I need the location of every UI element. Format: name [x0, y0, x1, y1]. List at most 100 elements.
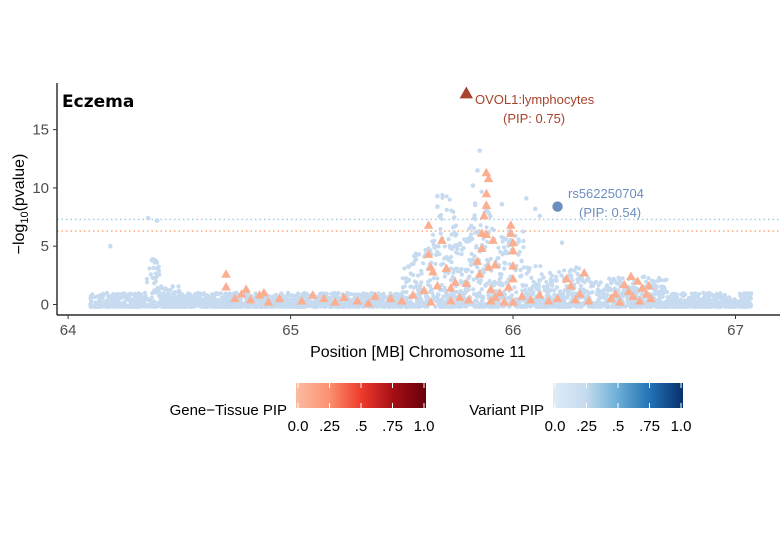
gene-tissue-point	[637, 283, 647, 292]
variant-point	[134, 303, 139, 309]
variant-point	[256, 302, 261, 307]
variant-point	[526, 269, 531, 274]
variant-point	[111, 293, 116, 298]
variant-point	[472, 292, 477, 297]
variant-point	[483, 282, 488, 287]
legend-tick-label: .25	[319, 418, 340, 435]
variant-point	[335, 296, 340, 301]
variant-point	[271, 294, 276, 299]
variant-point	[502, 266, 507, 271]
variant-point	[479, 189, 484, 194]
variant-point	[216, 304, 221, 309]
variant-point	[435, 204, 440, 209]
variant-point	[495, 256, 500, 261]
variant-point	[153, 271, 158, 276]
variant-point	[603, 287, 608, 292]
gene-tissue-point	[486, 296, 496, 305]
variant-point	[738, 299, 744, 304]
variant-point	[225, 292, 230, 297]
gene-tissue-point	[606, 293, 616, 303]
variant-point	[95, 304, 100, 309]
variant-point	[394, 291, 399, 296]
variant-point	[565, 295, 570, 300]
y-axis-title-suffix: (pvalue)	[11, 154, 28, 212]
variant-point	[544, 294, 549, 299]
variant-point	[416, 288, 421, 293]
gene-tissue-point	[481, 167, 492, 177]
gene-tissue-point	[425, 297, 436, 306]
variant-point	[215, 297, 220, 302]
variant-point	[449, 290, 454, 295]
variant-point	[440, 195, 445, 200]
variant-point	[119, 295, 124, 300]
variant-point	[607, 276, 612, 281]
variant-point	[220, 301, 225, 306]
variant-point	[714, 296, 719, 301]
variant-point	[620, 276, 625, 281]
variant-point	[631, 285, 636, 290]
variant-point	[431, 276, 436, 281]
variant-point	[408, 284, 413, 289]
variant-point	[416, 303, 421, 308]
variant-point	[376, 291, 381, 296]
gene-tissue-point	[308, 290, 318, 299]
variant-point	[530, 284, 536, 289]
variant-point	[656, 293, 662, 298]
gene-tissue-point	[419, 285, 429, 295]
variant-point	[578, 283, 584, 288]
variant-point	[738, 304, 744, 309]
variant-point	[605, 304, 610, 309]
variant-point	[689, 291, 695, 296]
variant-point	[208, 301, 213, 306]
gene-tissue-point	[506, 220, 516, 229]
gene-tissue-point	[454, 292, 465, 302]
variant-point	[465, 267, 470, 272]
gene-tissue-point	[499, 297, 509, 306]
gene-tissue-point	[450, 277, 460, 286]
variant-point	[611, 276, 616, 281]
gene-tissue-point	[263, 297, 274, 306]
variant-point	[316, 299, 321, 304]
variant-point	[180, 302, 186, 307]
gene-tissue-point	[259, 287, 269, 297]
variant-point	[598, 304, 603, 309]
variant-point	[491, 283, 496, 288]
variant-point	[471, 226, 476, 231]
y-axis-title: −log10(pvalue)	[11, 154, 31, 255]
x-tick-label: 65	[282, 322, 299, 339]
variant-point	[556, 304, 562, 309]
variant-point	[307, 303, 312, 309]
variant-point	[406, 277, 411, 282]
legend-tick-label: 1.0	[414, 418, 435, 435]
gene-tissue-point	[352, 296, 363, 305]
variant-point	[145, 215, 151, 221]
variant-point	[383, 295, 388, 300]
variant-point	[496, 300, 501, 305]
variant-point	[344, 301, 349, 306]
variant-point	[167, 301, 172, 306]
variant-point	[307, 298, 312, 303]
variant-point	[168, 287, 173, 292]
variant-point	[519, 304, 524, 309]
variant-point	[641, 303, 646, 308]
gene-tissue-point	[296, 296, 307, 305]
variant-point	[552, 288, 557, 293]
variant-point	[470, 183, 476, 188]
variant-point	[419, 268, 424, 273]
threshold-lines	[57, 218, 780, 232]
variant-point	[403, 304, 408, 309]
variant-point	[565, 292, 570, 297]
variant-point	[537, 278, 542, 283]
variant-point	[721, 300, 726, 305]
variant-point	[259, 304, 264, 309]
variant-point	[700, 297, 705, 302]
variant-point	[575, 277, 580, 282]
variant-point	[448, 304, 453, 309]
variant-point	[177, 292, 182, 297]
gene-tissue-point	[236, 289, 247, 298]
variant-point	[449, 208, 454, 213]
variant-point	[143, 294, 148, 299]
axes: 64 65 66 67 0 5 10 15	[32, 83, 780, 339]
variant-point	[359, 295, 364, 300]
